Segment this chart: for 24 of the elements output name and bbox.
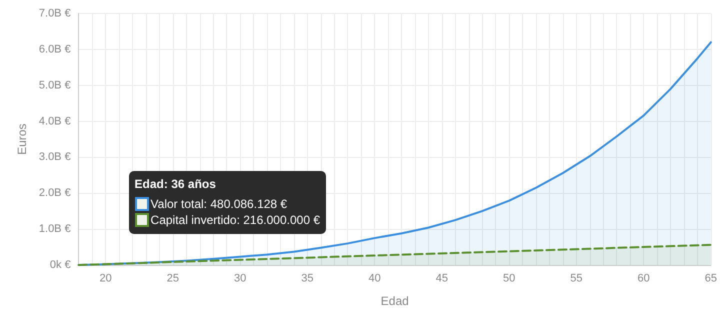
x-tick-label: 50 — [503, 272, 516, 284]
y-axis-title: Euros — [15, 124, 29, 155]
y-tick-label: 0k € — [50, 259, 71, 271]
annotation: Edad: 36 años — [134, 176, 217, 192]
annotation: Capital invertido: 216.000.000 € — [150, 212, 320, 228]
x-axis-title: Edad — [380, 294, 409, 308]
y-tick-label: 3.0B € — [38, 151, 71, 164]
tooltip-box: Edad: 36 años Valor total: 480.086.128 € Capital invertido: 216.000.000 € — [128, 171, 326, 234]
y-tick-label: 6.0B € — [38, 43, 71, 56]
annotation: Valor total: 480.086.128 € — [150, 196, 288, 212]
x-tick-label: 30 — [234, 272, 246, 284]
x-tick-label: 45 — [436, 272, 448, 284]
x-tick-label: 55 — [570, 272, 582, 284]
x-tick-label: 65 — [704, 272, 718, 284]
x-tick-label: 20 — [99, 272, 112, 284]
x-tick-label: 60 — [638, 272, 650, 284]
x-tick-label: 40 — [368, 272, 381, 284]
x-tick-label: 35 — [301, 272, 314, 284]
y-tick-label: 2.0B € — [38, 187, 71, 200]
y-tick-label: 7.0B € — [38, 8, 71, 20]
y-tick-label: 4.0B € — [38, 115, 71, 128]
y-tick-label: 1.0B € — [38, 223, 71, 236]
y-tick-label: 5.0B € — [38, 79, 71, 92]
x-tick-label: 25 — [166, 272, 179, 284]
